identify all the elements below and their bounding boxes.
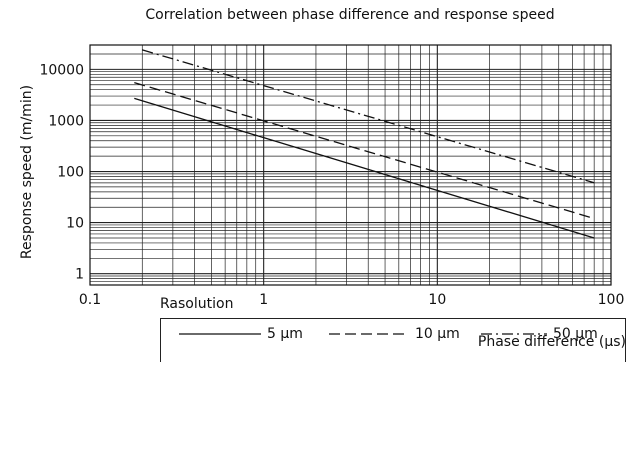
y-tick-label: 1 (75, 267, 84, 283)
series-line-1 (134, 97, 595, 239)
legend-label: 5 µm (267, 326, 303, 342)
series-lines (134, 49, 595, 239)
y-tick-label: 10000 (39, 62, 84, 78)
legend-swatch-solid (179, 333, 261, 335)
legend-item-10um: 10 µm (329, 319, 460, 349)
series-line-3 (142, 49, 595, 184)
legend-title: Rasolution (160, 296, 234, 312)
x-tick-label: 1 (259, 292, 268, 308)
y-axis-label: Response speed (m/min) (19, 85, 35, 259)
x-axis-label: Phase difference (µs) (478, 334, 626, 350)
legend: 5 µm 10 µm 50 µm (160, 318, 626, 362)
legend-swatch-dashed (329, 333, 409, 335)
x-tick-label: 0.1 (79, 292, 101, 308)
chart-title: Correlation between phase difference and… (145, 7, 554, 23)
x-tick-label: 10 (428, 292, 446, 308)
legend-label: 10 µm (415, 326, 460, 342)
legend-item-50um: 50 µm (481, 319, 598, 349)
tick-labels: 0.1 1 10 100 1 10 100 1000 10000 (39, 62, 624, 308)
y-tick-label: 1000 (48, 113, 84, 129)
legend-label: 50 µm (553, 326, 598, 342)
plot-frame (89, 44, 612, 286)
x-tick-label: 100 (598, 292, 625, 308)
y-tick-label: 10 (66, 216, 84, 232)
y-tick-label: 100 (57, 165, 84, 181)
legend-item-5um: 5 µm (179, 319, 303, 349)
legend-swatch-dashdot (481, 333, 547, 335)
